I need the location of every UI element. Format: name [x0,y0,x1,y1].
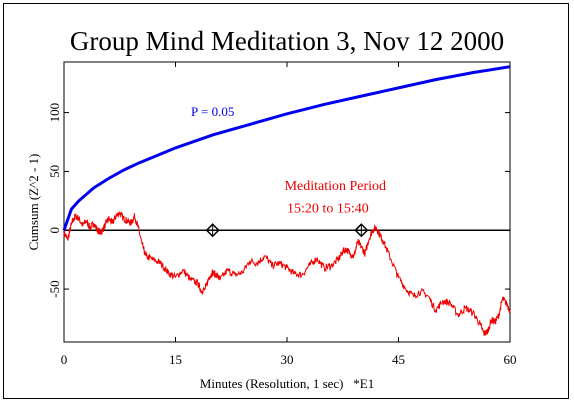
annotation-label: 15:20 to 15:40 [287,202,369,217]
chart-frame [3,3,569,399]
cumsum-line [63,211,511,336]
y-tick-label: 100 [47,103,62,123]
x-tick-label: 60 [504,352,517,367]
x-axis-label: Minutes (Resolution, 1 sec) *E1 [200,376,374,391]
x-tick-label: 0 [61,352,68,367]
p05-envelope-line [62,65,511,231]
envelope-label: P = 0.05 [191,104,234,119]
y-tick-label: 0 [47,227,62,234]
y-axis-label: Cumsum (Z^2 - 1) [26,154,41,251]
x-tick-labels: 0 15 30 45 60 [61,352,517,367]
y-tick-labels: -50 0 50 100 [47,103,62,298]
annotation-label: Meditation Period [285,179,387,194]
period-marker-diamond [205,223,220,238]
annotations: Meditation Period 15:20 to 15:40 [285,179,387,216]
period-markers [205,223,369,238]
y-tick-label: -50 [47,280,62,297]
period-marker-diamond [354,223,369,238]
chart-title: Group Mind Meditation 3, Nov 12 2000 [70,26,504,56]
x-tick-label: 30 [281,352,294,367]
x-tick-label: 15 [169,352,182,367]
y-tick-label: 50 [47,165,62,178]
x-tick-label: 45 [392,352,405,367]
